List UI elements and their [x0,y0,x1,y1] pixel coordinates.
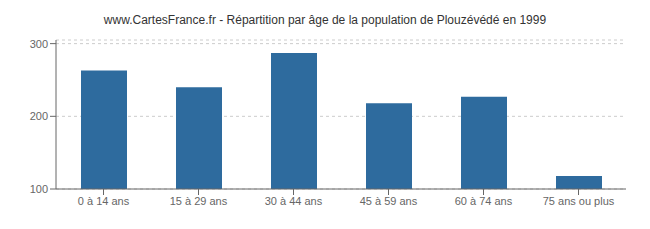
svg-text:200: 200 [30,110,48,122]
svg-text:75 ans ou plus: 75 ans ou plus [543,195,615,207]
svg-text:30 à 44 ans: 30 à 44 ans [265,195,323,207]
svg-text:300: 300 [30,38,48,50]
svg-text:45 à 59 ans: 45 à 59 ans [360,195,418,207]
svg-text:60 à 74 ans: 60 à 74 ans [455,195,513,207]
html-text:www.CartesFrance.fr - Répartit: www.CartesFrance.fr - Répartition par âg… [103,13,547,27]
svg-text:100: 100 [30,183,48,195]
svg-text:0 à 14 ans: 0 à 14 ans [78,195,130,207]
svg-text:15 à 29 ans: 15 à 29 ans [170,195,228,207]
